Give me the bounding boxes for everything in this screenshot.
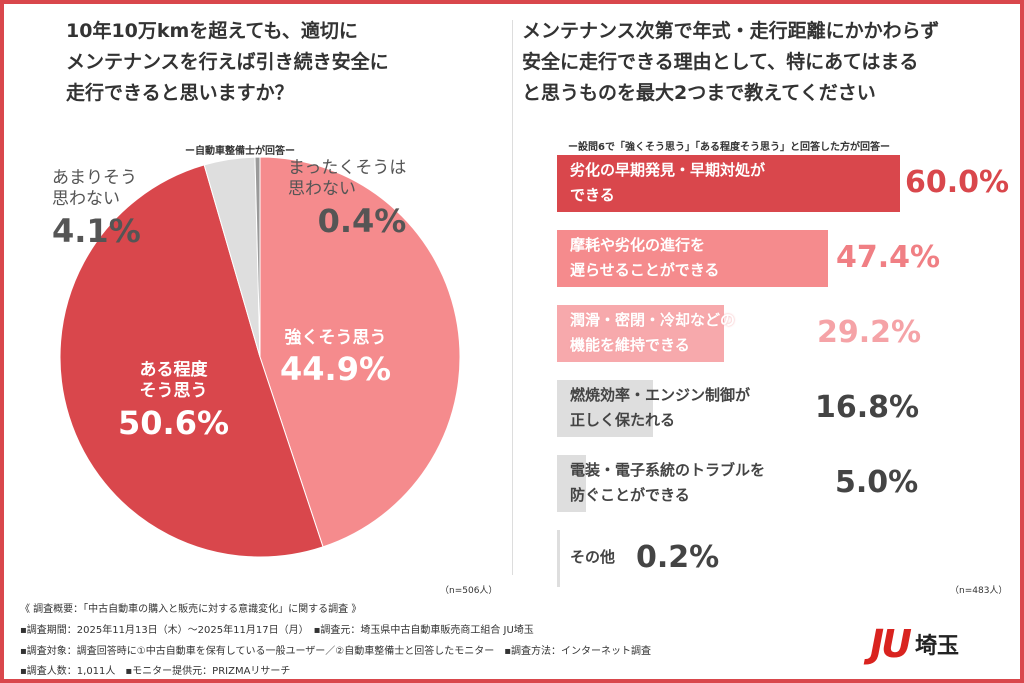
pie-label-somewhat: ある程度 そう思う 50.6% <box>118 360 229 443</box>
question-line: 走行できると思いますか？ <box>66 82 294 104</box>
footer-line: ▪調査対象：調査回答時に①中古自動車を保有している一般ユーザー／②自動車整備士と… <box>20 646 651 657</box>
left-question: 10年10万kmを超えても、適切に メンテナンスを行えば引き続き安全に 走行でき… <box>66 16 389 109</box>
ju-saitama-logo: JU 埼玉 <box>870 622 959 666</box>
bar-value: 29.2% <box>817 315 922 350</box>
slice-value: 0.4% <box>317 201 407 240</box>
bar-value: 5.0% <box>835 465 919 500</box>
slice-label: ある程度 そう思う <box>139 360 208 402</box>
pie-slice <box>259 156 461 548</box>
pie-chart <box>59 156 461 558</box>
bar-label-group: その他 <box>570 545 615 570</box>
right-question: メンテナンス次第で年式・走行距離にかかわらず 安全に走行できる理由として、特にあ… <box>522 16 939 109</box>
bar-label: 電装・電子系統のトラブルを <box>570 461 766 479</box>
pie-slice <box>254 156 261 358</box>
logo-mark: JU <box>870 622 912 666</box>
divider <box>512 20 513 575</box>
pie-label-not-at-all: まったくそうは 思わない 0.4% <box>288 158 406 241</box>
question-line: メンテナンスを行えば引き続き安全に <box>66 51 389 73</box>
bar-label: 燃焼効率・エンジン制御が <box>570 386 751 404</box>
bar-label: 遅らせることができる <box>570 261 720 279</box>
pie-label-not-really: あまりそう 思わない 4.1% <box>52 168 141 251</box>
bar-label-group: 摩耗や劣化の進行を 遅らせることができる <box>570 233 719 283</box>
question-line: 10年10万kmを超えても、適切に <box>66 20 358 42</box>
bar-label-group: 燃焼効率・エンジン制御が 正しく保たれる <box>570 383 750 433</box>
question-line: メンテナンス次第で年式・走行距離にかかわらず <box>522 20 940 42</box>
bar-value: 0.2% <box>636 540 720 575</box>
bar <box>557 530 560 587</box>
bar-value: 60.0% <box>905 165 1010 200</box>
bar-label: 摩耗や劣化の進行を <box>570 236 706 254</box>
bar-label: 防ぐことができる <box>570 486 690 504</box>
bar-label: 潤滑・密閉・冷却などの <box>570 311 736 329</box>
bar-label: 正しく保たれる <box>570 411 676 429</box>
bar-label-group: 潤滑・密閉・冷却などの 機能を維持できる <box>570 308 735 358</box>
bar <box>557 230 829 287</box>
footer-title: 《 調査概要：「中古自動車の購入と販売に対する意識変化」に関する調査 》 <box>20 604 362 615</box>
slice-label: まったくそうは 思わない <box>288 158 407 200</box>
footer-line: ▪調査人数：1,011人 ▪モニター提供元：PRIZMAリサーチ <box>20 666 291 677</box>
left-n: （n=506人） <box>440 586 498 596</box>
bar <box>557 305 725 362</box>
left-subtitle: ー自動車整備士が回答ー <box>185 146 295 157</box>
slice-value: 44.9% <box>280 350 392 389</box>
footer-line: ▪調査期間：2025年11月13日（木）～2025年11月17日（月） ▪調査元… <box>20 625 534 636</box>
bar-label-group: 電装・電子系統のトラブルを 防ぐことができる <box>570 458 765 508</box>
slice-value: 4.1% <box>52 211 141 250</box>
pie-label-strongly: 強くそう思う 44.9% <box>280 328 391 389</box>
bar-label: その他 <box>570 548 616 566</box>
bar-label-group: 劣化の早期発見・早期対処が できる <box>570 158 765 208</box>
bar-value: 16.8% <box>815 390 920 425</box>
bar <box>557 380 654 437</box>
bar-label: 機能を維持できる <box>570 336 690 354</box>
right-subtitle: ー設問6で「強くそう思う」「ある程度そう思う」と回答した方が回答ー <box>568 142 890 153</box>
bar-label: できる <box>570 186 615 204</box>
bar-value: 47.4% <box>836 240 941 275</box>
bar <box>557 455 586 512</box>
question-line: と思うものを最大2つまで教えてください <box>522 82 876 104</box>
pie-slice <box>59 164 324 558</box>
right-n: （n=483人） <box>950 586 1008 596</box>
slice-label: あまりそう 思わない <box>52 168 137 210</box>
bar-label: 劣化の早期発見・早期対処が <box>570 161 766 179</box>
question-line: 安全に走行できる理由として、特にあてはまる <box>522 51 919 73</box>
slice-label: 強くそう思う <box>284 328 387 348</box>
logo-text: 埼玉 <box>915 634 960 659</box>
bar <box>557 155 901 212</box>
slice-value: 50.6% <box>118 403 230 442</box>
